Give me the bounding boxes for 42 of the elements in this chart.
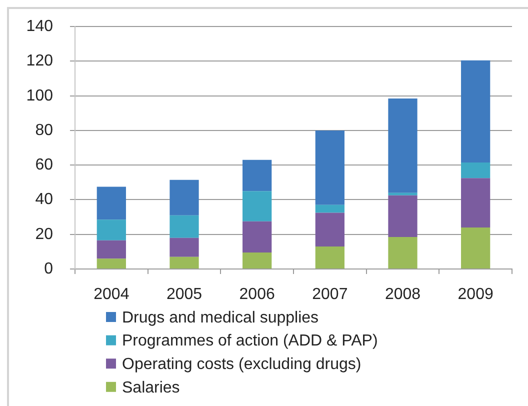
bar bbox=[96, 240, 126, 259]
y-tick-label: 120 bbox=[26, 52, 54, 70]
bar bbox=[242, 252, 272, 268]
x-tick-label: 2006 bbox=[239, 286, 275, 304]
legend-label: Drugs and medical supplies bbox=[122, 309, 319, 326]
bar bbox=[170, 180, 199, 216]
bar bbox=[170, 238, 199, 257]
x-tick-label: 2005 bbox=[166, 286, 202, 304]
y-tick-label: 20 bbox=[35, 226, 54, 243]
bar bbox=[388, 195, 418, 237]
y-tick-label: 140 bbox=[26, 18, 54, 36]
legend-label: Programmes of action (ADD & PAP) bbox=[122, 332, 378, 350]
x-tick-label: 2009 bbox=[458, 286, 494, 304]
bar bbox=[315, 130, 344, 205]
bar bbox=[461, 178, 490, 228]
bar bbox=[242, 191, 272, 222]
bar bbox=[315, 204, 344, 213]
x-tick-label: 2008 bbox=[384, 286, 421, 304]
bar bbox=[170, 215, 199, 238]
y-tick-label: 60 bbox=[35, 156, 54, 174]
bar bbox=[170, 256, 199, 268]
y-tick-label: 0 bbox=[44, 260, 54, 278]
bar bbox=[461, 60, 490, 163]
bar bbox=[242, 160, 272, 192]
bar bbox=[96, 186, 126, 220]
x-tick-label: 2004 bbox=[94, 286, 130, 304]
bar bbox=[461, 227, 490, 268]
bar bbox=[242, 221, 272, 253]
bar bbox=[388, 98, 418, 193]
x-tick-label: 2007 bbox=[312, 286, 348, 304]
bar bbox=[315, 212, 344, 246]
bar bbox=[315, 246, 344, 268]
bar bbox=[96, 220, 126, 240]
legend-label: Operating costs (excluding drugs) bbox=[122, 356, 362, 374]
legend-label: Salaries bbox=[122, 379, 180, 396]
bar bbox=[461, 162, 490, 178]
bar bbox=[388, 192, 418, 196]
y-tick-label: 40 bbox=[35, 191, 54, 208]
bar bbox=[388, 236, 418, 268]
bar bbox=[96, 258, 126, 268]
y-tick-label: 100 bbox=[26, 87, 54, 104]
y-tick-label: 80 bbox=[35, 122, 54, 139]
